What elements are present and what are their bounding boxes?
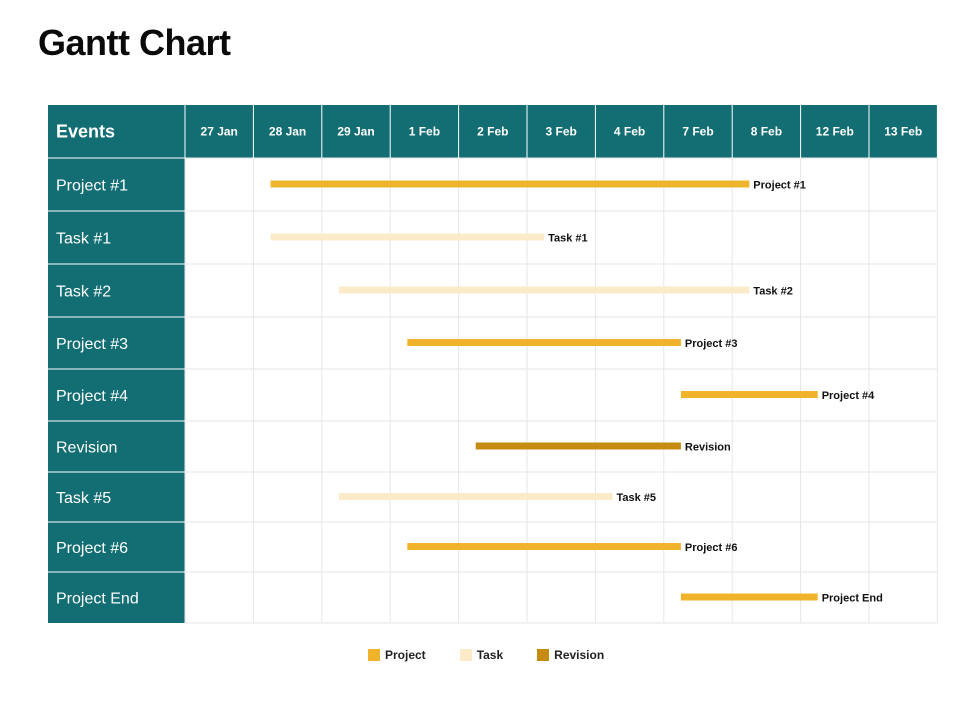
date-header-29-jan: 29 Jan: [337, 125, 374, 139]
date-header-13-feb: 13 Feb: [884, 125, 922, 139]
row-label-project-end: Project End: [56, 591, 139, 608]
legend-label-project: Project: [385, 648, 426, 662]
row-label-project-3: Project #3: [56, 336, 128, 353]
bar-revision: [475, 442, 681, 450]
bar-project-6: [407, 543, 681, 550]
bar-project-1: [270, 180, 750, 188]
date-header-3-feb: 3 Feb: [546, 125, 577, 139]
bar-project-3: [407, 339, 681, 346]
bar-task-5: [338, 493, 613, 500]
date-header-28-jan: 28 Jan: [269, 125, 306, 139]
bar-label-project-4: Project #4: [822, 390, 875, 402]
legend-swatch-revision: [537, 649, 550, 661]
row-label-project-1: Project #1: [56, 178, 128, 195]
legend-swatch-task: [459, 649, 472, 661]
page-title: Gantt Chart: [38, 22, 231, 63]
date-header-4-feb: 4 Feb: [614, 125, 645, 139]
bar-label-task-1: Task #1: [548, 233, 588, 245]
bar-label-task-2: Task #2: [753, 286, 793, 298]
legend-swatch-project: [368, 649, 380, 661]
date-header-2-feb: 2 Feb: [477, 125, 508, 139]
bar-label-revision: Revision: [685, 442, 731, 454]
date-header-8-feb: 8 Feb: [751, 125, 782, 139]
bar-project-4: [680, 391, 818, 398]
gantt-chart: Events 27 Jan 28 Jan 29 Jan 1 Feb 2 Feb 3 Feb 4…: [48, 105, 938, 624]
events-column-bg: [48, 158, 185, 623]
legend-label-task: Task: [476, 648, 504, 662]
bar-project-end: [680, 593, 818, 601]
date-header-12-feb: 12 Feb: [816, 125, 854, 139]
row-label-revision: Revision: [56, 440, 117, 457]
row-label-project-6: Project #6: [56, 540, 128, 557]
row-label-task-2: Task #2: [56, 284, 111, 301]
date-header-1-feb: 1 Feb: [409, 125, 440, 139]
bar-label-task-5: Task #5: [617, 492, 657, 504]
date-header-27-jan: 27 Jan: [201, 125, 238, 139]
bar-label-project-6: Project #6: [685, 542, 738, 554]
row-label-project-4: Project #4: [56, 388, 128, 405]
row-label-task-5: Task #5: [56, 490, 111, 507]
legend-label-revision: Revision: [554, 648, 605, 662]
bar-label-project-end: Project End: [822, 593, 883, 605]
header-row-bg: [48, 105, 938, 158]
events-header: Events: [56, 122, 115, 142]
bar-task-2: [338, 286, 750, 294]
row-label-task-1: Task #1: [56, 231, 111, 248]
legend-item-project: Project: [368, 648, 426, 662]
bar-task-1: [270, 233, 545, 241]
legend-item-task: Task: [459, 648, 504, 662]
bar-label-project-1: Project #1: [753, 180, 806, 192]
bar-label-project-3: Project #3: [685, 338, 738, 350]
legend-item-revision: Revision: [537, 648, 604, 662]
chart-legend: Project Task Revision: [368, 648, 638, 662]
date-header-7-feb: 7 Feb: [682, 125, 713, 139]
